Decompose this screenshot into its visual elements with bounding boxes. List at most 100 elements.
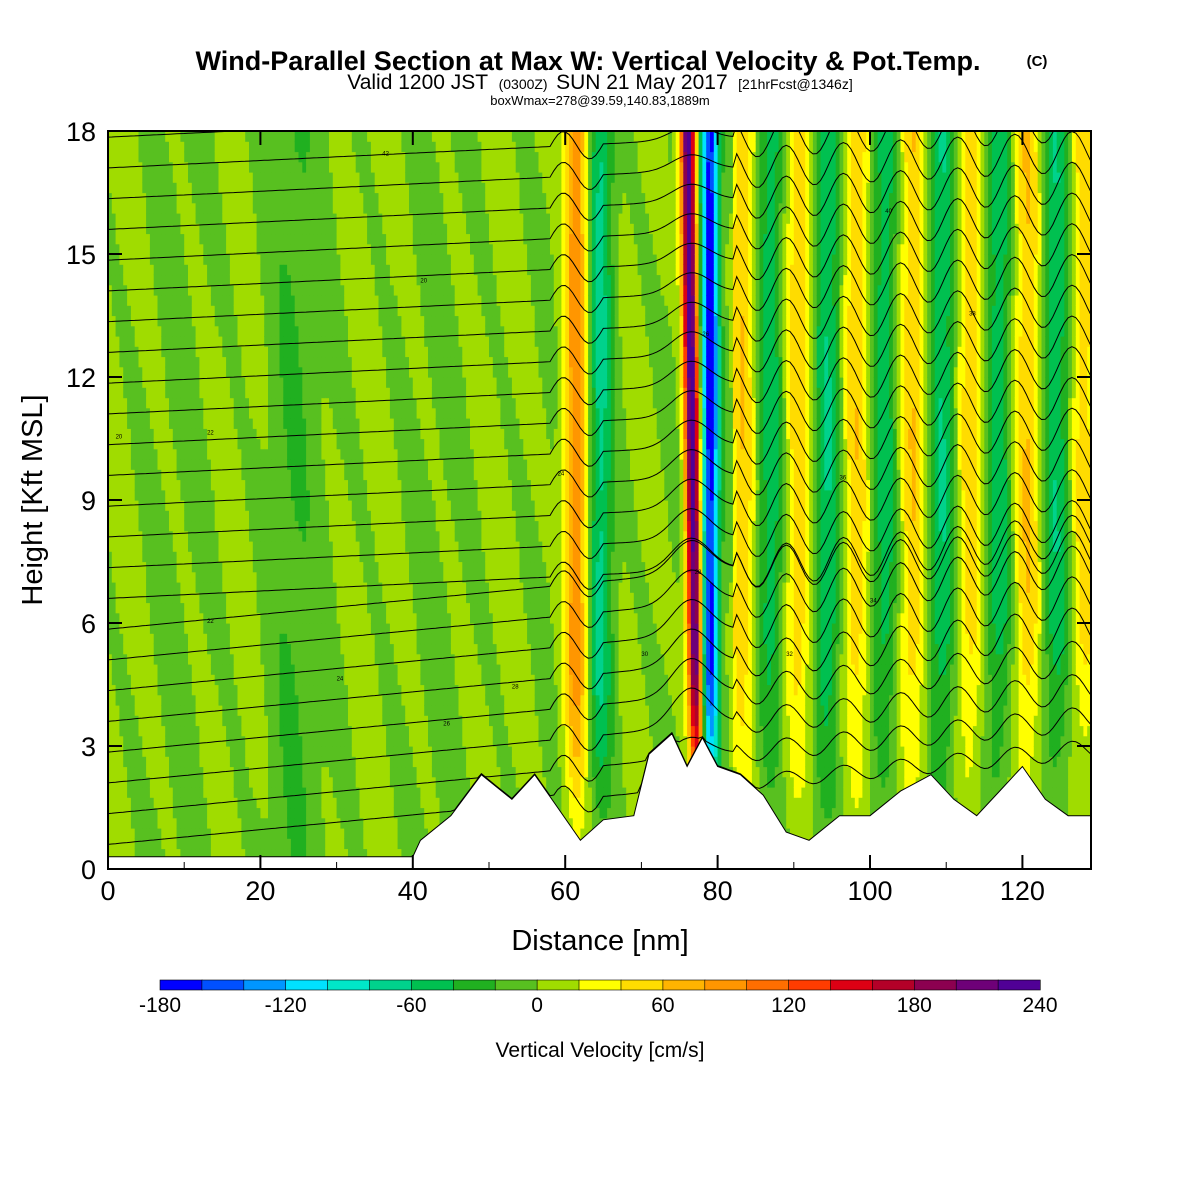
velocity-cell — [157, 735, 162, 747]
velocity-cell — [332, 807, 338, 819]
velocity-cell — [237, 664, 242, 675]
velocity-cell — [195, 592, 200, 604]
velocity-cell — [146, 356, 151, 368]
velocity-cell — [233, 838, 239, 850]
velocity-cell — [134, 715, 140, 727]
velocity-cell — [127, 366, 132, 378]
velocity-cell — [218, 325, 223, 337]
velocity-cell — [169, 817, 174, 829]
velocity-cell — [237, 366, 242, 378]
velocity-cell — [195, 346, 200, 358]
velocity-cell — [214, 172, 220, 183]
velocity-cell — [313, 715, 319, 727]
velocity-cell — [264, 705, 269, 716]
velocity-cell — [325, 295, 330, 306]
velocity-cell — [367, 131, 372, 142]
velocity-cell — [210, 213, 216, 224]
velocity-cell — [302, 151, 307, 163]
velocity-cell — [138, 397, 143, 409]
velocity-cell — [370, 776, 376, 788]
velocity-cell — [275, 469, 280, 481]
velocity-cell — [306, 623, 311, 634]
velocity-cell — [214, 295, 220, 306]
velocity-cell — [298, 315, 303, 327]
velocity-cell — [119, 213, 124, 224]
velocity-cell — [363, 848, 368, 860]
velocity-cell — [184, 653, 189, 665]
velocity-cell — [176, 510, 181, 522]
velocity-cell — [268, 295, 273, 306]
velocity-cell — [321, 541, 326, 552]
velocity-cell — [298, 643, 303, 655]
velocity-cell — [363, 356, 368, 368]
velocity-cell — [237, 397, 242, 409]
velocity-cell — [245, 530, 250, 542]
velocity-cell — [351, 387, 357, 399]
velocity-cell — [115, 448, 120, 460]
velocity-cell — [191, 233, 197, 245]
velocity-cell — [317, 756, 322, 768]
velocity-cell — [279, 233, 284, 245]
velocity-cell — [359, 797, 364, 809]
velocity-cell — [111, 694, 117, 706]
velocity-cell — [298, 325, 303, 337]
velocity-cell — [329, 828, 334, 839]
velocity-cell — [229, 336, 235, 347]
velocity-cell — [191, 387, 197, 399]
velocity-cell — [317, 172, 322, 183]
velocity-cell — [214, 551, 220, 563]
velocity-cell — [249, 469, 254, 481]
velocity-cell — [172, 397, 178, 409]
velocity-cell — [302, 243, 307, 255]
velocity-cell — [348, 510, 353, 522]
velocity-cell — [161, 520, 166, 532]
velocity-cell — [313, 346, 319, 358]
velocity-cell — [325, 448, 330, 460]
velocity-cell — [363, 489, 368, 501]
velocity-cell — [130, 674, 136, 686]
velocity-cell — [146, 530, 151, 542]
velocity-cell — [279, 530, 284, 542]
velocity-cell — [165, 817, 170, 829]
velocity-cell — [283, 746, 288, 757]
velocity-cell — [245, 223, 250, 235]
velocity-cell — [195, 151, 200, 163]
velocity-cell — [336, 838, 341, 850]
velocity-cell — [119, 705, 124, 716]
velocity-cell — [252, 623, 258, 634]
velocity-cell — [260, 418, 265, 429]
velocity-cell — [317, 151, 322, 163]
velocity-cell — [298, 428, 303, 440]
velocity-cell — [355, 510, 361, 522]
velocity-cell — [302, 448, 307, 460]
velocity-cell — [207, 356, 212, 368]
velocity-cell — [275, 346, 280, 358]
velocity-cell — [241, 561, 246, 573]
velocity-cell — [363, 756, 368, 768]
velocity-cell — [233, 428, 239, 440]
velocity-cell — [157, 838, 162, 850]
velocity-cell — [283, 336, 288, 347]
velocity-cell — [363, 428, 368, 440]
velocity-cell — [298, 295, 303, 306]
velocity-cell — [203, 582, 208, 593]
velocity-cell — [207, 766, 212, 778]
velocity-cell — [275, 213, 280, 224]
velocity-cell — [226, 366, 231, 378]
velocity-cell — [363, 172, 368, 183]
velocity-cell — [134, 643, 140, 655]
velocity-cell — [279, 623, 284, 634]
velocity-cell — [313, 172, 319, 183]
velocity-cell — [157, 305, 162, 317]
velocity-cell — [184, 192, 189, 204]
velocity-cell — [271, 366, 277, 378]
velocity-cell — [130, 725, 136, 737]
velocity-cell — [172, 305, 178, 317]
velocity-cell — [340, 694, 345, 706]
velocity-cell — [249, 213, 254, 224]
velocity-cell — [340, 254, 345, 265]
velocity-cell — [252, 346, 258, 358]
velocity-cell — [172, 592, 178, 604]
velocity-cell — [130, 828, 136, 839]
velocity-cell — [146, 561, 151, 573]
